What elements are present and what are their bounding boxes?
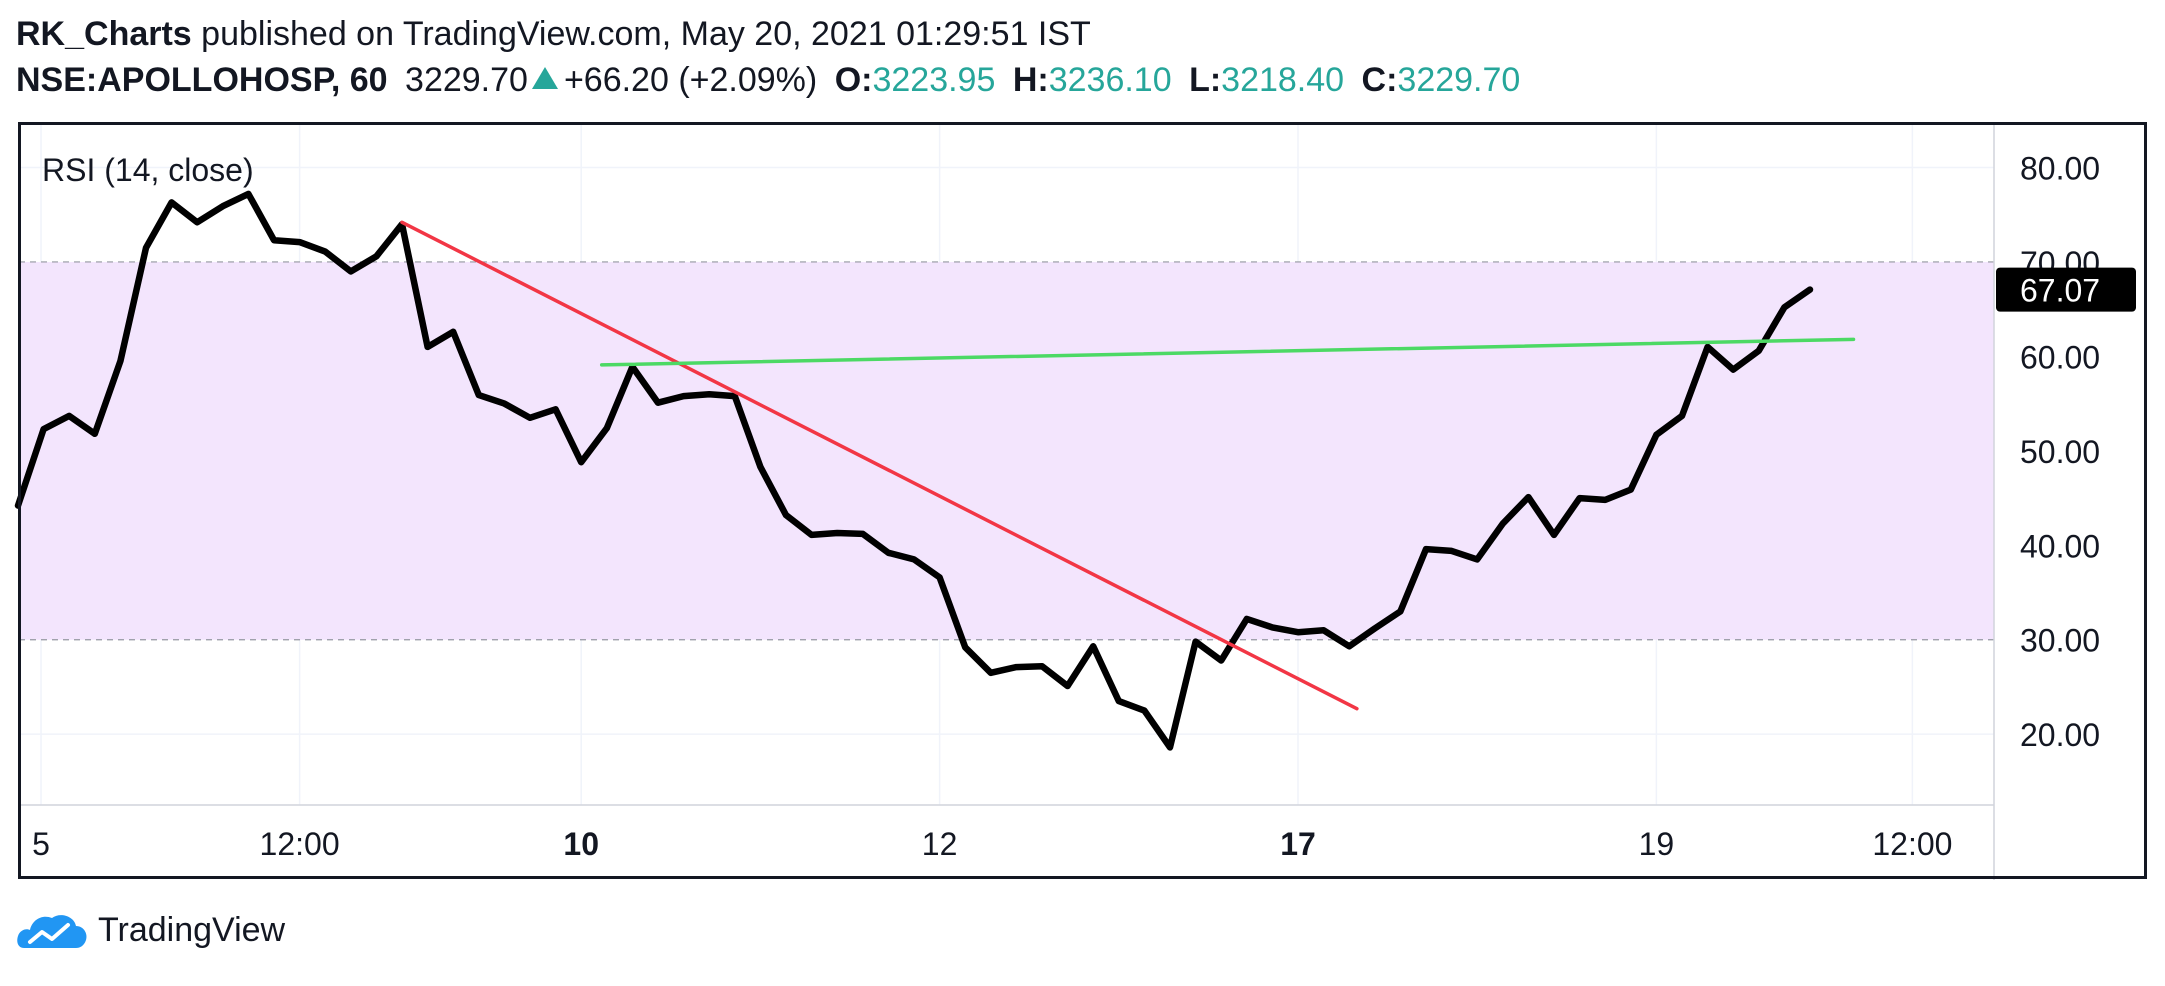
published-text: published on TradingView.com, May 20, 20… — [201, 15, 1091, 53]
last-value-marker — [1996, 267, 2136, 312]
close-value: 3229.70 — [1397, 61, 1521, 99]
header-line-1: RK_Charts published on TradingView.com, … — [16, 14, 1091, 54]
horizontal-trendline — [599, 337, 1856, 367]
rsi-line — [14, 190, 1814, 751]
downtrend-trendline — [400, 220, 1359, 711]
x-tick-label: 17 — [1280, 826, 1316, 862]
low-label: L: — [1189, 61, 1222, 99]
x-tick-label: 12:00 — [1872, 826, 1952, 862]
x-tick-label: 12 — [922, 826, 958, 862]
open-label: O: — [834, 61, 873, 99]
up-arrow-icon — [531, 67, 558, 89]
price-change: +66.20 (+2.09%) — [563, 61, 818, 99]
symbol-label: NSE:APOLLOHOSP, 60 — [16, 61, 388, 99]
close-label: C: — [1361, 61, 1398, 99]
high-label: H: — [1012, 61, 1049, 99]
x-tick-label: 10 — [563, 826, 599, 862]
footer-brand[interactable]: TradingView — [98, 910, 286, 949]
y-tick-label: 50.00 — [2020, 434, 2100, 470]
last-value-label: 67.07 — [2020, 273, 2100, 309]
rsi-band — [19, 261, 1994, 640]
y-tick-label: 80.00 — [2020, 151, 2100, 187]
x-tick-label: 19 — [1639, 826, 1675, 862]
tradingview-logo-icon — [17, 915, 87, 948]
x-tick-label: 12:00 — [260, 826, 340, 862]
low-value: 3218.40 — [1221, 61, 1345, 99]
y-tick-label: 20.00 — [2020, 717, 2100, 753]
rsi-chart[interactable]: 80.0070.0060.0050.0040.0030.0020.0067.07… — [0, 0, 2165, 900]
high-value: 3236.10 — [1048, 61, 1172, 99]
last-price: 3229.70 — [405, 61, 528, 99]
open-value: 3223.95 — [872, 61, 996, 99]
y-tick-label: 60.00 — [2020, 339, 2100, 375]
header-line-2: NSE:APOLLOHOSP, 60 3229.70 +66.20 (+2.09%… — [16, 60, 1520, 100]
footer: TradingView — [16, 906, 285, 954]
y-tick-label: 40.00 — [2020, 528, 2100, 564]
y-tick-label: 30.00 — [2020, 623, 2100, 659]
x-tick-label: 5 — [32, 826, 50, 862]
chart-frame — [18, 122, 2147, 879]
author-name[interactable]: RK_Charts — [16, 15, 192, 53]
chart-title: RSI (14, close) — [42, 152, 254, 188]
